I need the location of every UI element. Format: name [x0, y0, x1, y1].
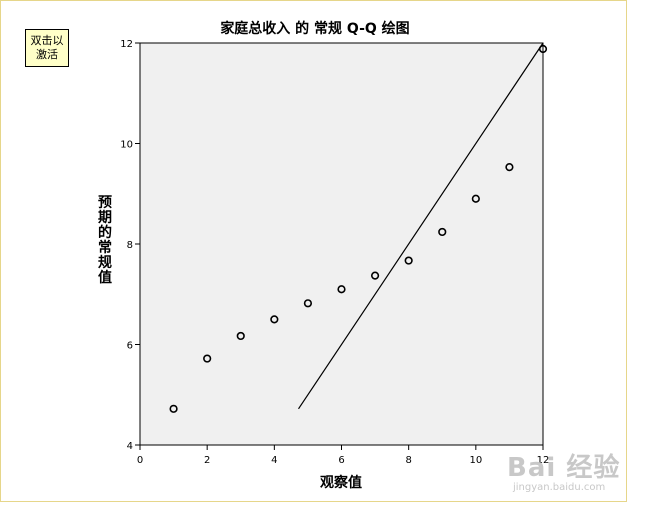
x-axis-label: 观察值: [320, 474, 362, 491]
output-viewer-frame: 双击以激活 家庭总收入 的 常规 Q-Q 绘图 0 2 4 6 8 10 12 4 6 8 10 1…: [0, 0, 627, 502]
watermark-url: jingyan.baidu.com: [513, 482, 606, 493]
data-point: [538, 44, 548, 54]
x-tick-label: 4: [271, 455, 277, 466]
watermark: Bai 经验 jingyan.baidu.com: [507, 447, 637, 503]
y-tick-label: 8: [127, 240, 133, 251]
watermark-logo: Bai 经验: [507, 453, 621, 483]
data-point: [370, 271, 380, 280]
x-tick-label: 2: [204, 455, 210, 466]
data-point: [169, 404, 178, 413]
x-tick-label: 12: [537, 455, 550, 466]
y-axis-label-char: 规: [98, 255, 112, 271]
data-point: [270, 315, 279, 324]
y-axis-label-char: 值: [98, 269, 112, 286]
x-tick-label: 8: [405, 455, 411, 466]
activate-button[interactable]: 双击以激活: [25, 29, 69, 67]
y-tick-label: 10: [120, 140, 133, 151]
y-axis-label-char: 预: [98, 195, 112, 211]
reference-line: [298, 42, 544, 410]
data-point: [471, 194, 480, 203]
y-tick-label: 6: [127, 341, 133, 352]
x-tick-label: 6: [338, 455, 344, 466]
plot-area: [139, 42, 544, 446]
y-axis-label-char: 期: [98, 210, 112, 226]
data-point: [303, 299, 313, 308]
chart-title: 家庭总收入 的 常规 Q-Q 绘图: [220, 20, 409, 37]
data-point: [505, 163, 514, 172]
y-axis-label-char: 的: [98, 224, 112, 241]
y-tick-label: 4: [127, 441, 133, 452]
data-point: [404, 256, 413, 265]
data-point: [236, 331, 245, 341]
data-point: [337, 285, 346, 294]
x-tick-label: 0: [137, 455, 143, 466]
y-tick-label: 12: [120, 39, 133, 50]
data-point: [438, 227, 447, 237]
x-tick-label: 10: [469, 455, 482, 466]
y-axis-label-char: 常: [98, 239, 112, 256]
data-point: [203, 354, 212, 363]
